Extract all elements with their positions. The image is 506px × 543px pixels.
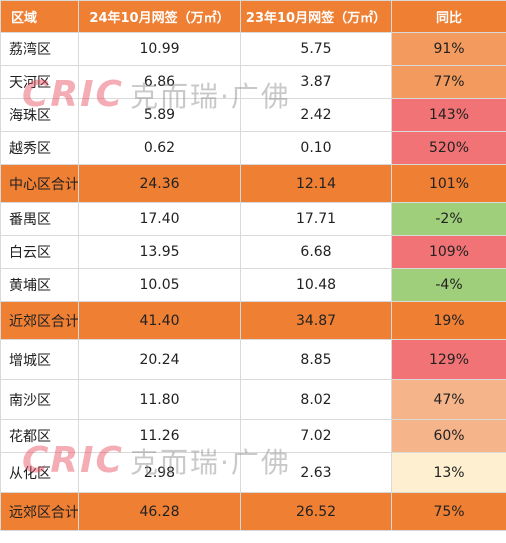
district-name-cell: 远郊区合计 — [0, 492, 79, 531]
table-row: 南沙区 11.80 8.02 47% — [0, 379, 506, 420]
oct-2024-value-cell: 10.99 — [78, 32, 241, 66]
district-name-cell: 越秀区 — [0, 131, 79, 165]
yoy-cell: 75% — [391, 492, 506, 531]
table-row: 越秀区 0.62 0.10 520% — [0, 131, 506, 165]
oct-2023-value-cell: 34.87 — [240, 301, 392, 340]
yoy-cell: 91% — [391, 32, 506, 66]
oct-2023-value-cell: 7.02 — [240, 419, 392, 453]
oct-2024-value-cell: 24.36 — [78, 164, 241, 203]
yoy-cell: 47% — [391, 379, 506, 420]
oct-2024-value-cell: 41.40 — [78, 301, 241, 340]
oct-2024-value-cell: 11.26 — [78, 419, 241, 453]
district-name-cell: 从化区 — [0, 452, 79, 493]
yoy-cell: 129% — [391, 339, 506, 380]
oct-2024-value-cell: 2.98 — [78, 452, 241, 493]
table-row: 番禺区 17.40 17.71 -2% — [0, 202, 506, 236]
subtotal-row: 远郊区合计 46.28 26.52 75% — [0, 492, 506, 531]
header-oct-2023: 23年10月网签（万㎡） — [240, 0, 392, 33]
yoy-cell: -4% — [391, 268, 506, 302]
oct-2023-value-cell: 26.52 — [240, 492, 392, 531]
oct-2024-value-cell: 20.24 — [78, 339, 241, 380]
table-row: 海珠区 5.89 2.42 143% — [0, 98, 506, 132]
yoy-cell: 101% — [391, 164, 506, 203]
header-yoy: 同比 — [391, 0, 506, 33]
yoy-cell: 77% — [391, 65, 506, 99]
table-row: 从化区 2.98 2.63 13% — [0, 452, 506, 493]
district-name-cell: 中心区合计 — [0, 164, 79, 203]
yoy-cell: 13% — [391, 452, 506, 493]
oct-2023-value-cell: 6.68 — [240, 235, 392, 269]
oct-2023-value-cell: 8.85 — [240, 339, 392, 380]
oct-2024-value-cell: 13.95 — [78, 235, 241, 269]
district-sales-table: 区域 24年10月网签（万㎡） 23年10月网签（万㎡） 同比 荔湾区 10.99… — [0, 0, 506, 531]
table-row: 黄埔区 10.05 10.48 -4% — [0, 268, 506, 302]
district-name-cell: 海珠区 — [0, 98, 79, 132]
yoy-cell: -2% — [391, 202, 506, 236]
oct-2023-value-cell: 12.14 — [240, 164, 392, 203]
yoy-cell: 60% — [391, 419, 506, 453]
header-district: 区域 — [0, 0, 79, 33]
yoy-cell: 109% — [391, 235, 506, 269]
district-name-cell: 天河区 — [0, 65, 79, 99]
district-name-cell: 白云区 — [0, 235, 79, 269]
subtotal-row: 中心区合计 24.36 12.14 101% — [0, 164, 506, 203]
oct-2023-value-cell: 8.02 — [240, 379, 392, 420]
oct-2023-value-cell: 5.75 — [240, 32, 392, 66]
oct-2024-value-cell: 11.80 — [78, 379, 241, 420]
subtotal-row: 近郊区合计 41.40 34.87 19% — [0, 301, 506, 340]
oct-2023-value-cell: 0.10 — [240, 131, 392, 165]
table-row: 增城区 20.24 8.85 129% — [0, 339, 506, 380]
district-name-cell: 黄埔区 — [0, 268, 79, 302]
oct-2023-value-cell: 3.87 — [240, 65, 392, 99]
table-row: 白云区 13.95 6.68 109% — [0, 235, 506, 269]
table-row: 荔湾区 10.99 5.75 91% — [0, 32, 506, 66]
district-name-cell: 花都区 — [0, 419, 79, 453]
oct-2024-value-cell: 10.05 — [78, 268, 241, 302]
oct-2023-value-cell: 2.63 — [240, 452, 392, 493]
oct-2024-value-cell: 5.89 — [78, 98, 241, 132]
yoy-cell: 19% — [391, 301, 506, 340]
oct-2023-value-cell: 17.71 — [240, 202, 392, 236]
district-name-cell: 荔湾区 — [0, 32, 79, 66]
yoy-cell: 143% — [391, 98, 506, 132]
table-header-row: 区域 24年10月网签（万㎡） 23年10月网签（万㎡） 同比 — [0, 0, 506, 33]
oct-2024-value-cell: 17.40 — [78, 202, 241, 236]
oct-2023-value-cell: 10.48 — [240, 268, 392, 302]
district-name-cell: 南沙区 — [0, 379, 79, 420]
oct-2023-value-cell: 2.42 — [240, 98, 392, 132]
oct-2024-value-cell: 46.28 — [78, 492, 241, 531]
oct-2024-value-cell: 6.86 — [78, 65, 241, 99]
header-oct-2024: 24年10月网签（万㎡） — [78, 0, 241, 33]
district-name-cell: 近郊区合计 — [0, 301, 79, 340]
table-row: 天河区 6.86 3.87 77% — [0, 65, 506, 99]
yoy-cell: 520% — [391, 131, 506, 165]
district-name-cell: 增城区 — [0, 339, 79, 380]
table-row: 花都区 11.26 7.02 60% — [0, 419, 506, 453]
oct-2024-value-cell: 0.62 — [78, 131, 241, 165]
district-name-cell: 番禺区 — [0, 202, 79, 236]
